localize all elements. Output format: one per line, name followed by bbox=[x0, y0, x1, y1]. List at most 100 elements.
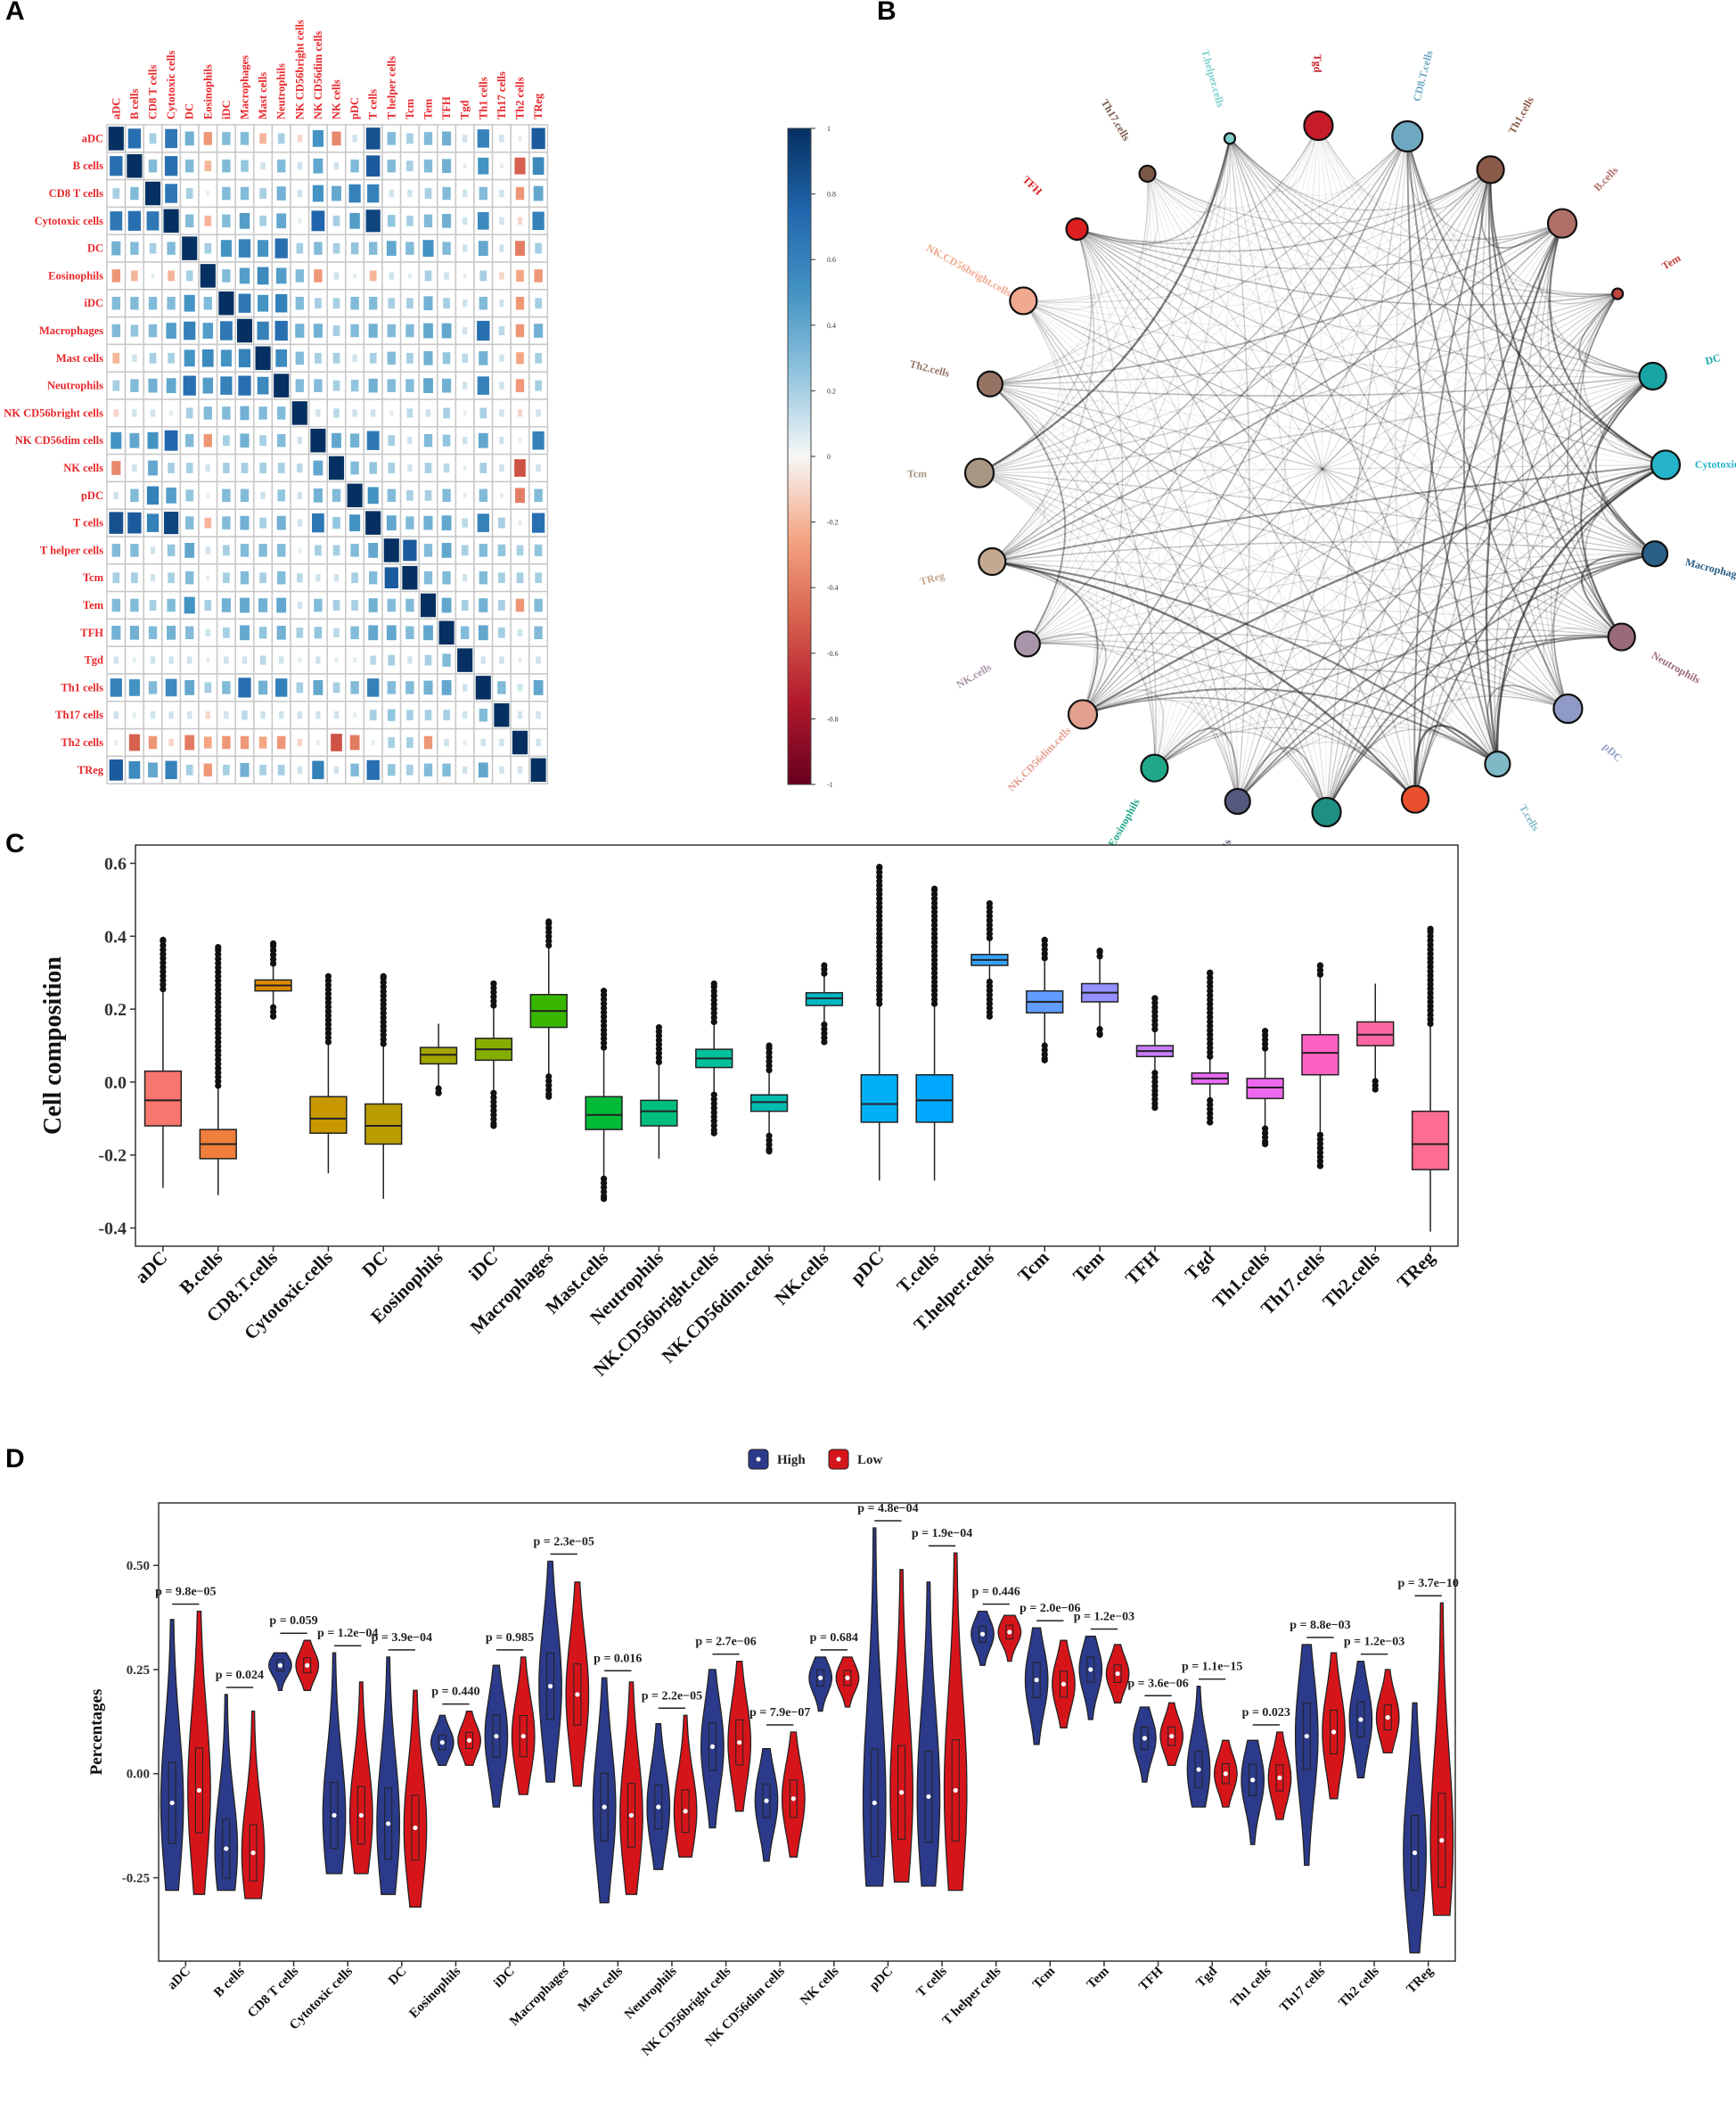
box-outlier bbox=[1151, 995, 1159, 1002]
network-node bbox=[1140, 753, 1169, 783]
heatmap-square bbox=[259, 463, 266, 473]
heatmap-square bbox=[535, 572, 542, 584]
heatmap-square bbox=[352, 135, 357, 143]
network-edge bbox=[979, 464, 1666, 474]
heatmap-square bbox=[499, 437, 504, 445]
heatmap-square bbox=[132, 712, 136, 718]
heatmap-square bbox=[132, 409, 137, 417]
network-node bbox=[1400, 784, 1430, 814]
heatmap-square bbox=[242, 656, 248, 664]
y-tick-label: 0.6 bbox=[104, 854, 127, 874]
y-axis-title: Cell composition bbox=[39, 956, 67, 1135]
network-edge bbox=[1578, 293, 1656, 554]
box-outlier bbox=[490, 1122, 497, 1129]
heatmap-square bbox=[514, 459, 526, 477]
network-edge bbox=[1414, 375, 1654, 800]
heatmap-square bbox=[260, 162, 266, 170]
heatmap-square bbox=[536, 656, 541, 664]
violin-high bbox=[592, 1677, 617, 1904]
network-edge bbox=[1317, 125, 1498, 765]
network-edge bbox=[1077, 228, 1568, 710]
heatmap-square bbox=[478, 762, 488, 778]
x-tick-label: T.cells bbox=[892, 1247, 943, 1298]
heatmap-square bbox=[463, 410, 467, 416]
pvalue-label: p = 2.0e−06 bbox=[1019, 1602, 1080, 1615]
heatmap-square bbox=[499, 656, 504, 664]
heatmap-square bbox=[350, 159, 359, 173]
y-tick-label: -0.4 bbox=[98, 1219, 127, 1239]
network-node bbox=[1138, 164, 1157, 183]
network-node-label: Th17.cells bbox=[1099, 97, 1134, 144]
heatmap-square bbox=[150, 409, 156, 417]
heatmap-square bbox=[166, 487, 176, 504]
heatmap-square bbox=[164, 430, 178, 451]
heatmap-square bbox=[405, 598, 414, 612]
heatmap-square bbox=[298, 657, 302, 663]
box bbox=[364, 1103, 403, 1145]
heatmap-square bbox=[425, 409, 431, 417]
network-edge bbox=[1147, 173, 1623, 637]
heatmap-square bbox=[221, 598, 231, 612]
y-tick-label: 0.50 bbox=[127, 1559, 150, 1573]
network-edge bbox=[1147, 135, 1408, 212]
heatmap-square bbox=[146, 211, 160, 231]
x-tick-label: Tcm bbox=[1013, 1246, 1053, 1286]
heatmap-square bbox=[328, 456, 345, 480]
network-edge bbox=[1580, 375, 1654, 638]
network-edge bbox=[989, 300, 1064, 385]
heatmap-square bbox=[479, 186, 487, 201]
box-outlier bbox=[986, 1013, 994, 1020]
heatmap-square bbox=[367, 487, 379, 505]
pvalue-label: p = 2.2e−05 bbox=[642, 1689, 702, 1703]
violin-median-dot bbox=[979, 1631, 986, 1637]
violin-high bbox=[1294, 1644, 1319, 1867]
network-edge bbox=[1543, 628, 1622, 710]
heatmap-square bbox=[185, 214, 194, 228]
heatmap-square bbox=[516, 572, 524, 584]
heatmap-square bbox=[112, 572, 120, 584]
heatmap-square bbox=[423, 350, 433, 365]
network-edge bbox=[1022, 300, 1656, 555]
heatmap-col-label: NK CD56bright cells bbox=[293, 20, 306, 119]
heatmap-square bbox=[258, 406, 267, 420]
heatmap-square bbox=[331, 734, 342, 751]
violin-median-dot bbox=[1169, 1734, 1175, 1739]
box-outlier bbox=[1261, 1028, 1269, 1035]
colorbar-tick-label: 1 bbox=[827, 125, 831, 133]
violin-low bbox=[781, 1731, 806, 1858]
violin-inner-box bbox=[222, 1818, 231, 1879]
heatmap-square bbox=[534, 598, 543, 612]
network-edge bbox=[1082, 628, 1622, 716]
network-edge bbox=[1147, 173, 1498, 765]
heatmap-square bbox=[277, 433, 286, 447]
network-edge bbox=[1147, 173, 1239, 802]
heatmap-row-label: Tcm bbox=[83, 571, 104, 584]
x-tick-label: aDC bbox=[131, 1247, 172, 1288]
network-edge bbox=[1077, 168, 1492, 252]
network-edge bbox=[979, 472, 1239, 802]
box-outlier bbox=[1316, 962, 1324, 969]
heatmap-square bbox=[128, 760, 141, 779]
network-node bbox=[1009, 286, 1038, 316]
network-edge bbox=[992, 560, 1499, 765]
heatmap-square bbox=[144, 181, 161, 206]
heatmap-square bbox=[183, 375, 196, 396]
heatmap-square bbox=[169, 410, 174, 416]
heatmap-col-label: NK cells bbox=[331, 79, 343, 119]
network-edge bbox=[1229, 125, 1320, 193]
heatmap-square bbox=[184, 294, 195, 312]
heatmap-square bbox=[369, 352, 377, 364]
violin-median-dot bbox=[1088, 1667, 1093, 1672]
heatmap-square bbox=[499, 217, 504, 225]
network-edge bbox=[1229, 138, 1416, 800]
heatmap-square bbox=[333, 162, 340, 170]
violin-median-dot bbox=[196, 1787, 202, 1794]
heatmap-square bbox=[259, 435, 266, 447]
heatmap-square bbox=[515, 186, 525, 201]
violin-inner-box bbox=[1140, 1726, 1149, 1751]
box-outlier bbox=[1096, 1031, 1103, 1038]
violin-inner-box bbox=[735, 1719, 744, 1766]
heatmap-square bbox=[498, 627, 505, 638]
network-edge bbox=[1237, 135, 1408, 802]
network-edge bbox=[1487, 169, 1623, 638]
